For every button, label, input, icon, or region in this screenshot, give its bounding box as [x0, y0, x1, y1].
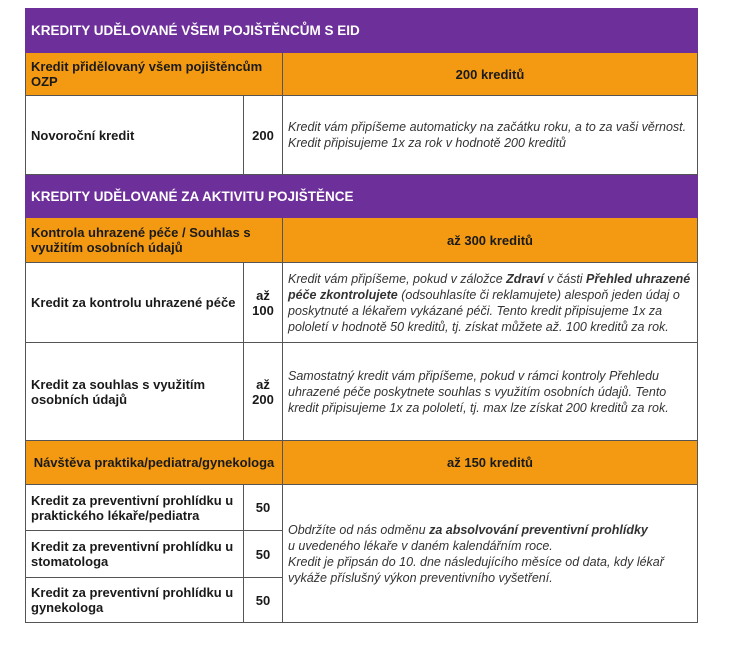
row-value: 50	[243, 577, 283, 623]
row-value: až 100	[243, 262, 283, 343]
row-label: Kredit za preventivní prohlídku u stomat…	[25, 530, 244, 578]
table-row: Kredit za souhlas s využitím osobních úd…	[25, 342, 699, 441]
desc-text: v části	[543, 271, 587, 286]
section-header: KREDITY UDĚLOVANÉ VŠEM POJIŠTĚNCŮM S EID	[24, 8, 699, 53]
group-label: Kontrola uhrazené péče / Souhlas s využi…	[25, 217, 283, 263]
row-value: 50	[243, 484, 283, 531]
row-label: Kredit za souhlas s využitím osobních úd…	[25, 342, 244, 441]
row-label: Kredit za preventivní prohlídku u prakti…	[25, 484, 244, 531]
row-value: 200	[243, 95, 283, 175]
group-label: Kredit přidělovaný všem pojištěncům OZP	[25, 52, 283, 96]
desc-text: Obdržíte od nás odměnu	[288, 522, 430, 537]
row-desc: Samostatný kredit vám připíšeme, pokud v…	[281, 342, 699, 441]
row-value: 50	[243, 530, 283, 578]
desc-text: Kredit je připsán do 10. dne následující…	[288, 554, 664, 585]
desc-text: u uvedeného lékaře v daném kalendářním r…	[288, 538, 553, 553]
section-header: KREDITY UDĚLOVANÉ ZA AKTIVITU POJIŠTĚNCE	[24, 174, 699, 218]
section-title: KREDITY UDĚLOVANÉ ZA AKTIVITU POJIŠTĚNCE	[24, 174, 699, 218]
row-value: až 200	[243, 342, 283, 441]
desc-text: (odsouhlasíte či reklamujete) alespoň je…	[288, 287, 680, 334]
row-label: Kredit za kontrolu uhrazené péče	[25, 262, 244, 343]
prevention-desc: Obdržíte od nás odměnu za absolvování pr…	[281, 484, 699, 623]
credits-table: KREDITY UDĚLOVANÉ VŠEM POJIŠTĚNCŮM S EID…	[24, 8, 699, 623]
group-total: až 300 kreditů	[281, 217, 699, 263]
desc-bold: za absolvování preventivní prohlídky	[429, 522, 648, 537]
row-desc: Kredit vám připíšeme, pokud v záložce Zd…	[281, 262, 699, 343]
group-label: Návštěva praktika/pediatra/gynekologa	[25, 440, 283, 485]
row-label: Kredit za preventivní prohlídku u gyneko…	[25, 577, 244, 623]
group-header: Kontrola uhrazené péče / Souhlas s využi…	[25, 217, 699, 263]
group-header: Návštěva praktika/pediatra/gynekologa až…	[25, 440, 699, 485]
group-header: Kredit přidělovaný všem pojištěncům OZP …	[25, 52, 699, 96]
table-row: Kredit za kontrolu uhrazené péče až 100 …	[25, 262, 699, 343]
table-row: Kredit za preventivní prohlídku u stomat…	[25, 530, 698, 578]
table-row: Kredit za preventivní prohlídku u gyneko…	[25, 577, 698, 623]
desc-text: Kredit vám připíšeme, pokud v záložce	[288, 271, 507, 286]
group-total: 200 kreditů	[281, 52, 699, 96]
table-row: Kredit za preventivní prohlídku u prakti…	[25, 484, 699, 623]
group-total: až 150 kreditů	[281, 440, 699, 485]
section-title: KREDITY UDĚLOVANÉ VŠEM POJIŠTĚNCŮM S EID	[24, 8, 699, 53]
desc-bold: Zdraví	[506, 271, 544, 286]
row-desc: Kredit vám připíšeme automaticky na začá…	[281, 95, 699, 175]
desc-bold: Přehled uhrazené péče zkontrolujete	[288, 271, 691, 302]
table-row: Novoroční kredit 200 Kredit vám připíšem…	[25, 95, 699, 175]
row-label: Novoroční kredit	[25, 95, 244, 175]
